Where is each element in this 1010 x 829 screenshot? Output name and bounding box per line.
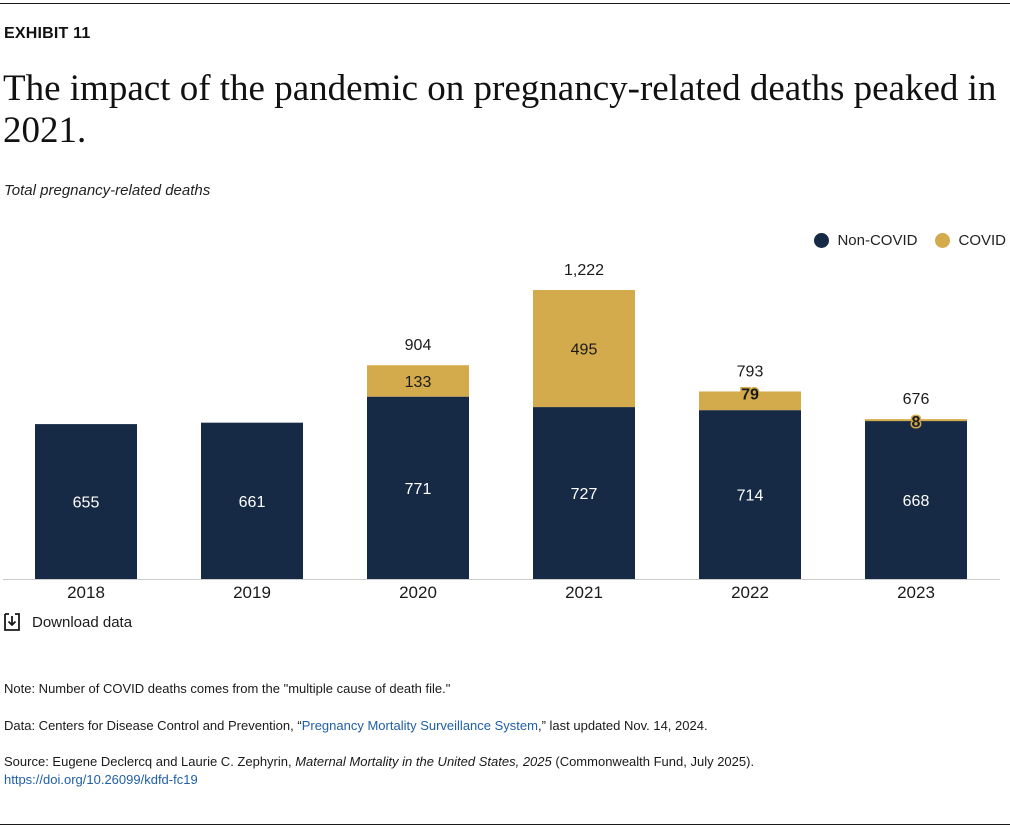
data-label-covid-2020: 133 [405,374,432,391]
legend-swatch-non-covid [814,233,830,248]
total-label-2021: 1,222 [564,262,604,279]
legend-label-non-covid: Non-COVID [837,232,918,249]
data-label-non-covid-2018: 655 [73,495,100,512]
footnote-data-suffix: ,” last updated Nov. 14, 2024. [537,718,708,733]
pmss-link[interactable]: Pregnancy Mortality Surveillance System [301,718,538,733]
data-label-non-covid-2021: 727 [571,486,598,503]
top-rule [0,3,1010,4]
legend-swatch-covid [935,233,951,248]
x-tick-label-2020: 2020 [399,583,437,602]
chart-title: The impact of the pandemic on pregnancy-… [3,68,997,151]
data-label-non-covid-2020: 771 [405,481,432,498]
legend: Non-COVID COVID [814,232,1006,249]
bar-covid-2020 [367,365,469,397]
x-tick-label-2019: 2019 [233,583,271,602]
footnote-source-prefix: Source: Eugene Declercq and Laurie C. Ze… [4,754,296,769]
footnote-note: Note: Number of COVID deaths comes from … [4,681,451,696]
bar-non-covid-2019 [201,422,303,579]
legend-item-non-covid: Non-COVID [814,232,917,249]
bar-covid-2021 [533,290,635,408]
total-label-2023: 676 [903,391,930,408]
bar-non-covid-2022 [699,410,801,579]
footnote-source-suffix: (Commonwealth Fund, July 2025). [551,754,755,769]
bar-covid-2022 [699,391,801,411]
doi-link[interactable]: https://doi.org/10.26099/kdfd-fc19 [4,772,198,787]
footnote-data-prefix: Data: Centers for Disease Control and Pr… [4,718,302,733]
footnote-source-title: Maternal Mortality in the United States,… [295,754,552,769]
data-label-non-covid-2023: 668 [903,493,930,510]
exhibit-label: EXHIBIT 11 [4,25,91,42]
download-data-button[interactable]: Download data [2,612,132,632]
x-tick-label-2023: 2023 [897,583,935,602]
download-label: Download data [32,613,133,631]
bar-non-covid-2020 [367,396,469,579]
legend-item-covid: COVID [935,232,1006,249]
data-label-covid-2021: 495 [571,342,598,359]
data-label-covid-2022: 79 [741,386,759,403]
data-label-non-covid-2019: 661 [239,494,266,511]
bar-non-covid-2023 [865,421,967,579]
total-label-2020: 904 [405,337,432,354]
download-icon [4,613,20,631]
bar-chart: 655 2018 661 2019 771 133 904 2020 727 495 1,222 20… [3,262,1000,602]
bar-non-covid-2018 [35,424,137,579]
total-label-2022: 793 [737,363,764,380]
footnote-data: Data: Centers for Disease Control and Pr… [4,717,708,735]
bottom-rule [0,824,1010,825]
data-label-covid-2023: 8 [912,414,921,431]
x-tick-label-2022: 2022 [731,583,769,602]
legend-label-covid: COVID [958,232,1006,249]
x-tick-label-2021: 2021 [565,583,603,602]
data-label-non-covid-2022: 714 [737,488,764,505]
bar-non-covid-2021 [533,407,635,579]
chart-subtitle: Total pregnancy-related deaths [4,182,211,199]
x-tick-label-2018: 2018 [67,583,105,602]
footnote-source: Source: Eugene Declercq and Laurie C. Ze… [4,753,754,789]
bar-covid-2023 [865,419,967,422]
